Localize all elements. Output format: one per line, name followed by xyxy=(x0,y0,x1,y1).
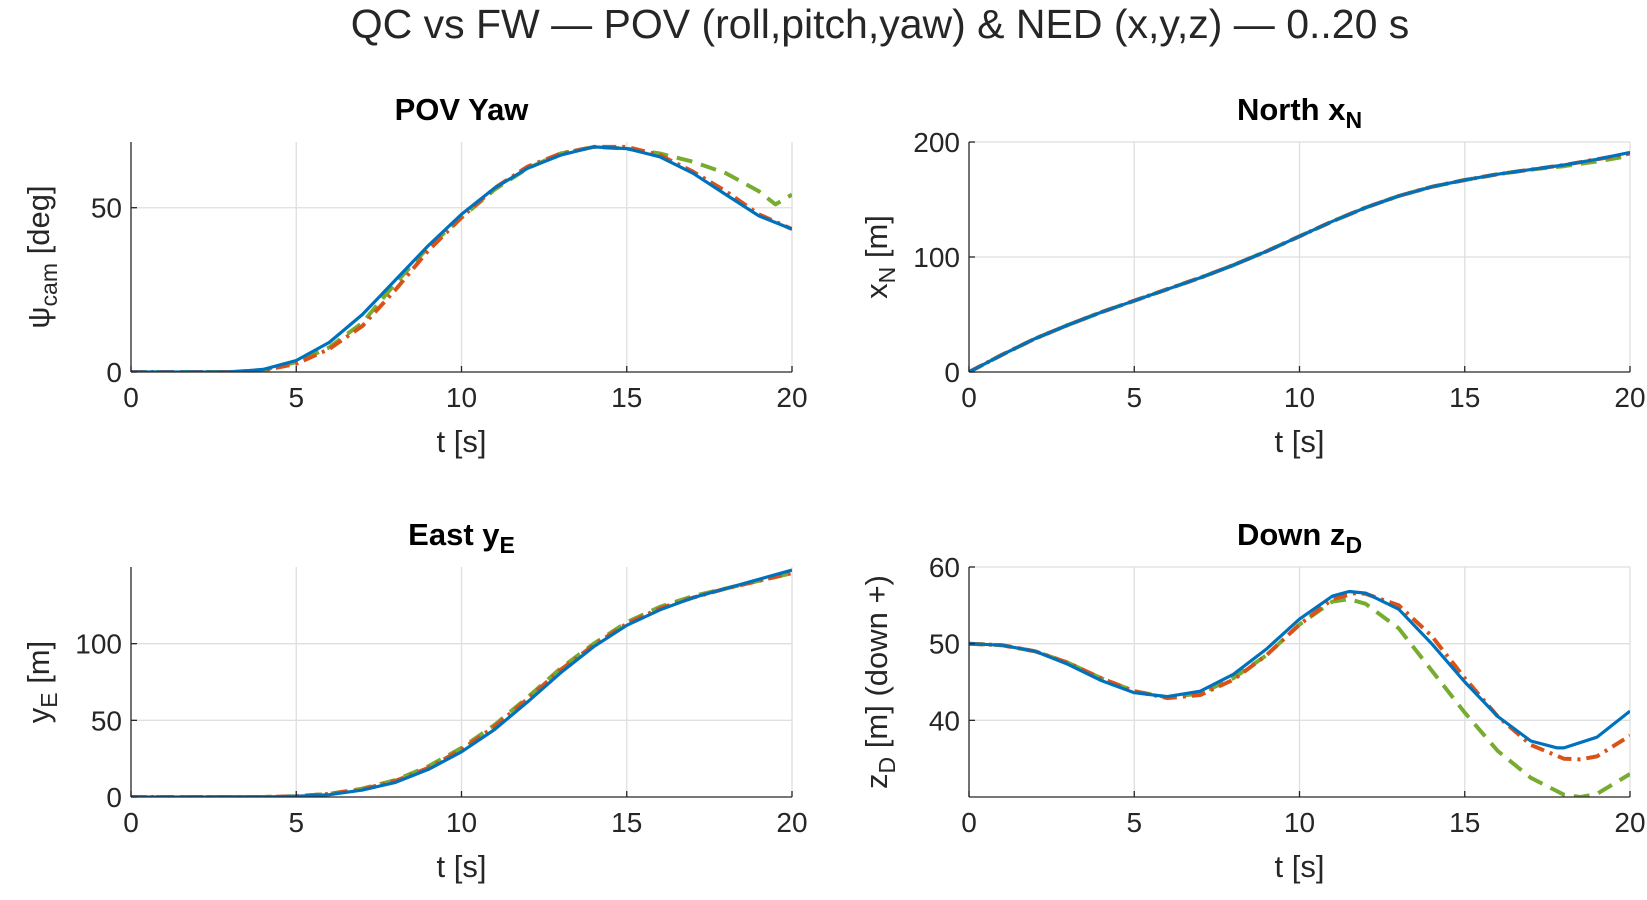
label-suffix: [m] xyxy=(859,215,894,267)
x-axis-label: t [s] xyxy=(1275,849,1325,884)
x-tick-label: 0 xyxy=(961,382,977,413)
plot-title: POV Yaw xyxy=(395,92,530,127)
series-line-dashed xyxy=(131,571,792,797)
y-axis-label: yE [m] xyxy=(21,641,62,724)
x-tick-label: 20 xyxy=(1614,807,1645,838)
y-tick-label: 0 xyxy=(944,357,960,388)
x-tick-label: 20 xyxy=(776,382,807,413)
x-axis-label: t [s] xyxy=(437,424,487,459)
x-tick-label: 10 xyxy=(446,382,477,413)
x-tick-label: 15 xyxy=(1449,382,1480,413)
label-subscript: D xyxy=(874,757,900,774)
label-suffix: [deg] xyxy=(21,185,56,263)
x-tick-label: 10 xyxy=(1284,382,1315,413)
x-tick-label: 10 xyxy=(446,807,477,838)
x-axis-label: t [s] xyxy=(437,849,487,884)
label-suffix: [m] xyxy=(21,641,56,693)
series-line-solid xyxy=(131,568,792,797)
x-tick-label: 5 xyxy=(288,807,304,838)
x-tick-label: 15 xyxy=(611,382,642,413)
y-axis-label: xN [m] xyxy=(859,215,900,299)
y-tick-label: 60 xyxy=(929,552,960,583)
label-main: East y xyxy=(408,517,500,552)
plot-title: East yE xyxy=(408,517,515,558)
series-line-solid xyxy=(969,589,1630,750)
series-line-dashdot xyxy=(969,591,1630,762)
y-tick-label: 100 xyxy=(913,242,960,273)
label-main: x xyxy=(859,283,894,299)
label-subscript: cam xyxy=(36,263,62,306)
label-main: North x xyxy=(1237,92,1346,127)
y-tick-label: 40 xyxy=(929,705,960,736)
series-line-solid xyxy=(969,150,1630,372)
label-subscript: N xyxy=(874,267,900,284)
x-tick-label: 10 xyxy=(1284,807,1315,838)
y-tick-label: 0 xyxy=(106,357,122,388)
figure-title: QC vs FW — POV (roll,pitch,yaw) & NED (x… xyxy=(351,1,1410,47)
y-axis-label: zD [m] (down +) xyxy=(859,575,900,789)
y-axis-label: ψcam [deg] xyxy=(21,185,62,328)
x-tick-label: 5 xyxy=(288,382,304,413)
x-tick-label: 15 xyxy=(611,807,642,838)
plot-title: Down zD xyxy=(1237,517,1362,558)
plot-yaw: 0 5 10 15 20 0 50 POV Yaw t [s] ψcam [deg] xyxy=(21,92,808,459)
series-line-solid xyxy=(131,145,792,372)
x-tick-label: 5 xyxy=(1126,807,1142,838)
y-tick-label: 0 xyxy=(106,782,122,813)
x-tick-label: 15 xyxy=(1449,807,1480,838)
x-tick-label: 0 xyxy=(961,807,977,838)
label-suffix: [m] (down +) xyxy=(859,575,894,757)
plot-title: North xN xyxy=(1237,92,1362,133)
y-tick-label: 50 xyxy=(929,629,960,660)
label-subscript: N xyxy=(1345,107,1362,133)
y-tick-label: 100 xyxy=(75,629,122,660)
label-main: y xyxy=(21,707,56,723)
x-tick-label: 20 xyxy=(1614,382,1645,413)
x-axis-label: t [s] xyxy=(1275,424,1325,459)
y-tick-label: 50 xyxy=(91,193,122,224)
x-tick-label: 20 xyxy=(776,807,807,838)
label-main: Down z xyxy=(1237,517,1346,552)
x-tick-label: 5 xyxy=(1126,382,1142,413)
y-tick-label: 50 xyxy=(91,705,122,736)
y-tick-label: 200 xyxy=(913,127,960,158)
x-tick-label: 0 xyxy=(123,382,139,413)
label-main: z xyxy=(859,773,894,789)
label-subscript: E xyxy=(500,532,515,558)
label-main: ψ xyxy=(21,306,56,328)
label-subscript: D xyxy=(1345,532,1362,558)
label-main: POV Yaw xyxy=(395,92,530,127)
label-subscript: E xyxy=(36,692,62,707)
x-tick-label: 0 xyxy=(123,807,139,838)
